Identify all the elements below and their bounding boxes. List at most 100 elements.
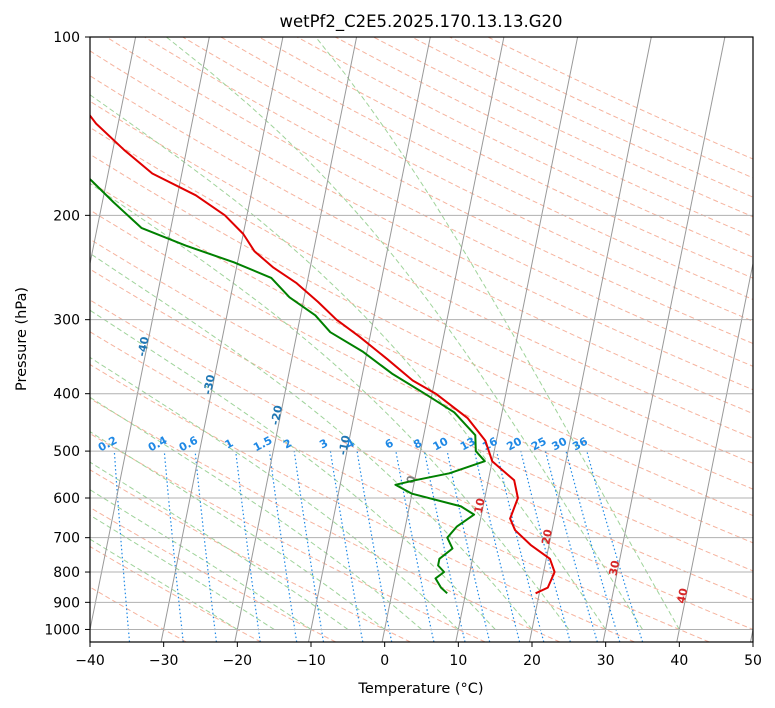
- mixing-ratio-label: 2: [281, 436, 294, 451]
- dry-adiabat: [106, 37, 753, 367]
- x-axis-title: Temperature (°C): [357, 681, 483, 697]
- dry-adiabat: [90, 433, 486, 642]
- dry-adiabat: [220, 37, 753, 300]
- moist-adiabat: [90, 94, 607, 630]
- mixing-ratio-line: [565, 450, 621, 642]
- moist-adiabat: [90, 431, 386, 630]
- mixing-ratio-label: 30: [550, 435, 570, 454]
- isotherm-line: [160, 37, 284, 642]
- moist-adiabat: [315, 37, 680, 630]
- x-tick-label: 20: [523, 653, 541, 669]
- isotherm-line: [750, 627, 753, 642]
- dry-adiabat: [90, 238, 753, 572]
- dry-adiabat: [373, 37, 753, 218]
- y-tick-label: 100: [53, 30, 80, 46]
- mixing-ratio-label: 13: [458, 435, 478, 454]
- moist-adiabat: [90, 396, 422, 630]
- mixing-ratio-label: 6: [383, 436, 396, 451]
- mixing-ratio-line: [113, 451, 131, 642]
- dry-adiabat: [258, 37, 753, 279]
- isotherm-line: [90, 37, 137, 267]
- isotherm-label: 0: [404, 474, 418, 484]
- moist-adiabat: [90, 461, 349, 630]
- isotherm-line: [381, 37, 505, 642]
- temperature-line: [90, 113, 556, 595]
- x-tick-label: 50: [744, 653, 762, 669]
- mixing-ratio-label: 1: [223, 436, 236, 451]
- isotherm-label: -30: [201, 373, 218, 395]
- moist-adiabat: [90, 309, 496, 630]
- isotherm-line: [308, 37, 431, 642]
- dry-adiabat: [90, 397, 561, 642]
- moist-adiabat: [90, 489, 312, 630]
- isotherm-line: [234, 37, 358, 642]
- y-axis: 100 200 300 400 500 600 700 800 900 1000: [44, 30, 90, 638]
- mixing-ratio-line: [235, 451, 261, 642]
- mixing-ratio-line: [520, 450, 571, 642]
- dry-adiabat: [90, 268, 753, 601]
- x-tick-label: 10: [449, 653, 467, 669]
- dry-adiabat: [90, 506, 336, 642]
- dry-adiabat: [90, 469, 411, 642]
- mixing-ratio-line: [586, 450, 644, 642]
- isotherm-line: [455, 37, 579, 642]
- moist-adiabat: [90, 182, 570, 630]
- x-tick-label: 40: [670, 653, 688, 669]
- y-tick-label: 600: [53, 491, 80, 507]
- isotherm-line: [90, 37, 210, 633]
- mixing-ratio-label: 20: [504, 435, 524, 454]
- mixing-ratio-line: [329, 451, 364, 642]
- mixing-ratio-line: [356, 451, 393, 642]
- mixing-ratio-line: [473, 450, 521, 642]
- isotherm-label: -40: [135, 335, 152, 357]
- dry-adiabat: [90, 209, 753, 544]
- x-tick-label: −40: [75, 653, 105, 669]
- plot-frame: [89, 36, 754, 643]
- mixing-ratio-line: [268, 451, 298, 642]
- isotherm-line: [0, 37, 62, 642]
- isotherm-label: 30: [607, 559, 623, 577]
- x-tick-label: −30: [149, 653, 179, 669]
- y-tick-label: 700: [53, 531, 80, 547]
- mixing-ratio-label: 25: [529, 435, 549, 454]
- y-tick-label: 500: [53, 444, 80, 460]
- dry-adiabat: [90, 181, 753, 517]
- x-tick-label: −20: [223, 653, 253, 669]
- isotherm-label: 10: [472, 497, 488, 515]
- dry-adiabat: [90, 299, 753, 630]
- mixing-ratio-line: [446, 450, 491, 642]
- mixing-ratio-line: [496, 450, 545, 642]
- dewpoint-line: [90, 177, 486, 595]
- background-grid: [0, 37, 753, 642]
- isotherm-line: [529, 37, 652, 642]
- y-tick-label: 200: [53, 208, 80, 224]
- isotherm-line: [676, 260, 753, 642]
- dry-adiabat: [90, 363, 635, 642]
- mixing-ratio-line: [423, 450, 466, 642]
- isotherm-label: 40: [675, 587, 691, 605]
- dry-adiabat: [144, 37, 753, 345]
- moist-adiabat: [90, 356, 459, 630]
- dry-adiabat: [90, 331, 710, 642]
- x-tick-label: 0: [380, 653, 389, 669]
- isotherm-label: -50: [70, 292, 87, 314]
- x-tick-label: 30: [597, 653, 615, 669]
- y-axis-title: Pressure (hPa): [14, 287, 30, 391]
- y-tick-label: 800: [53, 565, 80, 581]
- dry-adiabat: [90, 50, 753, 391]
- x-tick-label: −10: [296, 653, 326, 669]
- mixing-ratio-line: [194, 451, 217, 642]
- moist-adiabat: [166, 37, 643, 630]
- x-axis: −40 −30 −20 −10 0 10 20 30 40 50: [75, 642, 762, 669]
- mixing-ratio-label: 36: [570, 435, 590, 454]
- y-tick-label: 400: [53, 387, 80, 403]
- moist-adiabat: [90, 538, 238, 630]
- dry-adiabat: [449, 37, 753, 179]
- mixing-ratio-label: 10: [431, 435, 451, 454]
- mixing-ratio-line: [544, 450, 598, 642]
- moist-adiabat: [90, 514, 275, 630]
- mixing-ratio-line: [293, 451, 325, 642]
- y-tick-label: 900: [53, 595, 80, 611]
- y-tick-label: 1000: [44, 622, 80, 638]
